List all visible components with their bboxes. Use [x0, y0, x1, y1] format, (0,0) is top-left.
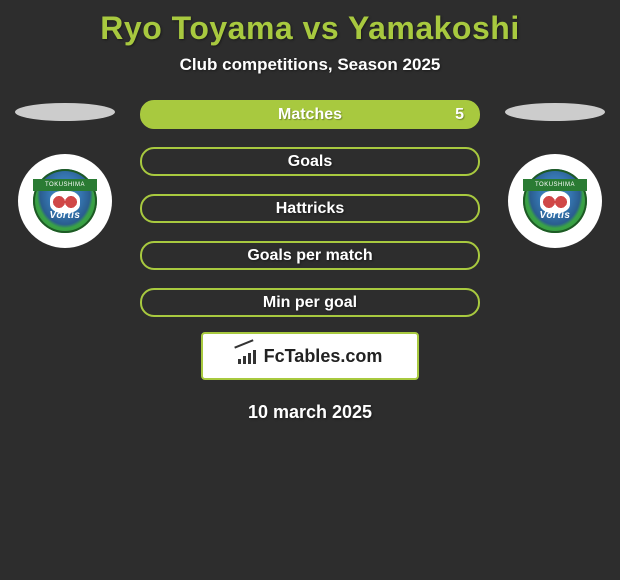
badge-top-text: TOKUSHIMA	[33, 179, 97, 191]
stat-row-goals: Goals	[140, 147, 480, 176]
stat-label: Min per goal	[263, 294, 357, 312]
player-right-badge: TOKUSHIMA Vortis	[508, 154, 602, 248]
date-text: 10 march 2025	[0, 402, 620, 423]
player-right-name-pill	[505, 103, 605, 121]
player-left-column: TOKUSHIMA Vortis	[10, 100, 120, 248]
player-right-column: TOKUSHIMA Vortis	[500, 100, 610, 248]
stat-label: Matches	[278, 106, 342, 124]
badge-main-text: Vortis	[50, 210, 81, 221]
badge-main-text: Vortis	[540, 210, 571, 221]
player-left-name-pill	[15, 103, 115, 121]
stats-column: Matches 5 Goals Hattricks Goals per matc…	[140, 100, 480, 317]
club-badge-icon: TOKUSHIMA Vortis	[520, 166, 590, 236]
infographic-container: Ryo Toyama vs Yamakoshi Club competition…	[0, 0, 620, 423]
stat-label: Hattricks	[276, 200, 344, 218]
badge-top-text: TOKUSHIMA	[523, 179, 587, 191]
brand-text: FcTables.com	[264, 346, 383, 367]
page-title: Ryo Toyama vs Yamakoshi	[0, 5, 620, 55]
page-subtitle: Club competitions, Season 2025	[0, 55, 620, 100]
stat-value-right: 5	[455, 106, 464, 124]
comparison-row: TOKUSHIMA Vortis Matches 5 Goals Hattric…	[0, 100, 620, 317]
stat-row-matches: Matches 5	[140, 100, 480, 129]
club-badge-icon: TOKUSHIMA Vortis	[30, 166, 100, 236]
brand-chart-icon	[238, 348, 260, 364]
stat-row-goals-per-match: Goals per match	[140, 241, 480, 270]
stat-row-min-per-goal: Min per goal	[140, 288, 480, 317]
brand-box: FcTables.com	[201, 332, 419, 380]
stat-row-hattricks: Hattricks	[140, 194, 480, 223]
stat-label: Goals per match	[247, 247, 372, 265]
player-left-badge: TOKUSHIMA Vortis	[18, 154, 112, 248]
stat-label: Goals	[288, 153, 332, 171]
